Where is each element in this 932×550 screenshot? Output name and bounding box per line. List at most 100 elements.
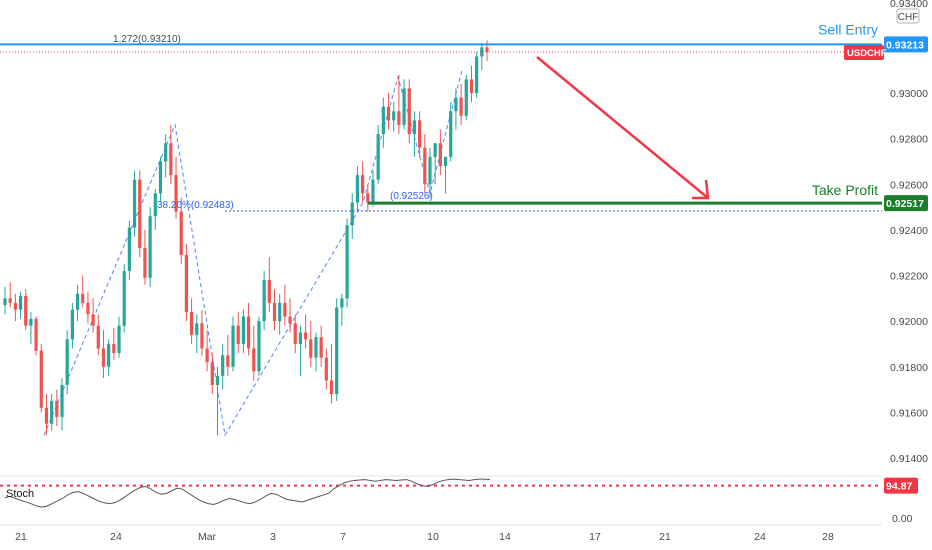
candle-body	[288, 316, 292, 324]
time-tick-label: 10	[427, 531, 439, 543]
candle-down	[309, 321, 313, 367]
candle-down	[34, 316, 38, 356]
candle-body	[101, 348, 106, 367]
stoch-panel	[0, 478, 882, 508]
candle-body	[345, 225, 349, 299]
currency-label: CHF	[898, 12, 919, 23]
candle-body	[449, 111, 453, 157]
candle-body	[24, 296, 28, 326]
forecast-arrow-shaft	[536, 56, 709, 199]
candle-body	[278, 302, 282, 322]
candle-body	[392, 111, 396, 121]
candle-body	[402, 88, 406, 125]
candle-body	[241, 316, 246, 344]
candle-down	[226, 334, 230, 376]
candle-up	[412, 111, 417, 157]
candle-down	[24, 289, 28, 331]
candle-body	[464, 79, 468, 116]
candle-down	[8, 282, 12, 308]
candle-body	[18, 296, 23, 310]
candle-body	[96, 325, 100, 349]
candle-body	[70, 309, 74, 340]
price-tick-label: 0.91400	[890, 453, 928, 465]
stoch-value-tag: 94.87	[884, 477, 918, 494]
price-axis-partial-tick: 0.93400	[890, 0, 928, 10]
price-axis[interactable]: 0.93000 0.92800 0.92600 0.92400 0.92200 0.920…	[890, 88, 928, 465]
candle-body	[44, 407, 49, 424]
candle-up	[262, 270, 266, 331]
price-tick-label: 0.92400	[890, 225, 928, 237]
candle-down	[438, 129, 442, 176]
candle-up	[127, 220, 131, 281]
candle-up	[449, 102, 453, 162]
sell-entry-label: Sell Entry	[818, 21, 878, 37]
candle-body	[480, 47, 484, 57]
candle-up	[3, 286, 7, 315]
candle-down	[96, 314, 100, 356]
candle-body	[127, 227, 131, 271]
candle-down	[329, 343, 334, 404]
candle-down	[81, 275, 85, 308]
candle-up	[433, 143, 437, 185]
candle-down	[169, 124, 173, 185]
candle-down	[288, 298, 292, 333]
take-profit-price-tag-text: 0.92517	[886, 198, 924, 210]
candle-body	[459, 97, 463, 116]
candle-up	[402, 79, 406, 130]
candle-up	[231, 316, 235, 372]
candle-body	[200, 323, 204, 349]
candle-down	[39, 343, 43, 413]
candle-up	[371, 170, 375, 208]
time-axis[interactable]: 21 24 Mar 3 7 10 14 17 21 24 28	[15, 531, 834, 543]
candle-down	[236, 312, 240, 354]
candle-up	[241, 309, 246, 354]
candle-up	[60, 378, 64, 431]
candle-up	[65, 330, 69, 395]
candle-down	[174, 156, 178, 219]
price-tick-label: 0.92200	[890, 271, 928, 283]
candle-body	[210, 362, 214, 385]
candle-up	[443, 156, 448, 194]
candle-body	[179, 211, 183, 255]
candle-down	[397, 74, 401, 135]
time-tick-label: Mar	[198, 531, 217, 543]
candle-up	[355, 166, 360, 212]
candle-down	[361, 161, 365, 203]
candle-up	[454, 88, 458, 130]
candle-up	[335, 298, 339, 401]
candle-body	[65, 339, 69, 385]
candle-body	[376, 134, 380, 180]
candle-up	[480, 42, 484, 71]
symbol-tag-text: USDCHF	[847, 48, 887, 59]
candle-down	[91, 298, 95, 333]
time-tick-label: 14	[499, 531, 511, 543]
candle-body	[303, 332, 308, 340]
candle-body	[438, 143, 442, 166]
candle-up	[107, 339, 111, 376]
time-tick-label: 28	[822, 531, 834, 543]
candle-body	[293, 323, 297, 344]
candle-up	[117, 316, 121, 358]
candle-body	[148, 216, 152, 278]
candle-body	[475, 56, 479, 93]
candle-up	[475, 51, 479, 98]
candle-body	[314, 337, 318, 358]
candle-up	[376, 124, 380, 185]
sell-entry-price-tag: 0.93213	[884, 36, 928, 53]
candle-body	[381, 106, 385, 135]
fib-retracement-label: 38.20%(0.92483)	[157, 200, 234, 211]
candle-body	[252, 348, 256, 372]
candle-body	[117, 325, 121, 354]
candle-body	[386, 106, 391, 121]
candle-body	[267, 280, 271, 303]
candle-down	[205, 330, 209, 372]
candle-down	[179, 197, 183, 265]
take-profit-label: Take Profit	[812, 182, 878, 198]
take-profit-price-tag: 0.92517	[884, 195, 928, 212]
candle-down	[143, 229, 147, 285]
candle-body	[340, 298, 344, 308]
candle-up	[278, 293, 282, 335]
candle-body	[454, 97, 458, 112]
candle-down	[459, 83, 463, 125]
